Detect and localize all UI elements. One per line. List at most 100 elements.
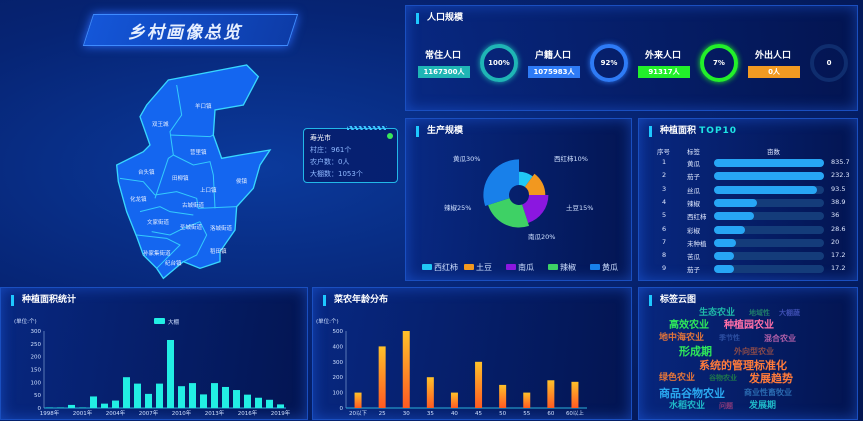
map-town-label[interactable]: 羊口镇 xyxy=(195,104,212,110)
x-tick-label: 35 xyxy=(427,411,434,417)
y-axis-unit: (单位:个) xyxy=(14,317,37,325)
map-town-label[interactable]: 化龙镇 xyxy=(130,197,147,203)
x-tick-label: 2004年 xyxy=(106,409,126,417)
row-name: 辣椒 xyxy=(687,199,700,208)
row-bar xyxy=(714,159,824,167)
map-town-label[interactable]: 营里镇 xyxy=(190,150,207,156)
row-value: 17.2 xyxy=(831,264,846,273)
map-town-label[interactable]: 纪台镇 xyxy=(165,261,182,267)
bar-2011年 xyxy=(189,383,196,408)
row-rank: 9 xyxy=(662,264,667,273)
title-text: 种植面积 xyxy=(660,126,697,136)
row-name: 彩椒 xyxy=(687,226,700,235)
tag-word[interactable]: 种植园农业 xyxy=(724,320,774,331)
row-rank: 3 xyxy=(662,184,667,193)
header-rank: 序号 xyxy=(657,148,670,156)
bar-2019年 xyxy=(277,404,284,408)
map-town-label[interactable]: 侯镇 xyxy=(236,179,248,185)
tag-word[interactable]: 发展趋势 xyxy=(749,372,793,385)
bar-40 xyxy=(450,392,458,408)
row-value: 835.7 xyxy=(831,158,850,166)
tag-word[interactable]: 商业性畜牧业 xyxy=(744,388,792,397)
bar-2012年 xyxy=(200,394,207,408)
tag-word[interactable]: 混合农业 xyxy=(764,334,796,343)
rose-sector-辣椒 xyxy=(488,198,530,228)
stat-label: 外来人口 xyxy=(644,51,681,61)
panel-title: 菜农年龄分布 xyxy=(323,295,388,306)
y-tick-label: 300 xyxy=(31,329,42,335)
tag-word[interactable]: 绿色农业 xyxy=(659,373,696,383)
map-shape[interactable] xyxy=(115,64,272,280)
tag-word[interactable]: 形成期 xyxy=(679,345,712,358)
rose-sector-西红柿 xyxy=(519,171,533,187)
map-town-label[interactable]: 稻田镇 xyxy=(210,249,227,255)
legend-label: 大棚 xyxy=(168,318,180,326)
legend-swatch xyxy=(464,264,474,270)
tag-word[interactable]: 季节性 xyxy=(719,334,740,342)
y-tick-label: 400 xyxy=(333,344,344,350)
legend-swatch xyxy=(154,318,165,324)
row-value: 36 xyxy=(831,211,840,220)
map-town-label[interactable]: 孙家集街道 xyxy=(143,251,171,257)
age-bar-chart: (单位:个) 0 100 200 300 400 500 20以下 25 30 35 40 45 50 55… xyxy=(316,317,587,417)
tag-word[interactable]: 生态农业 xyxy=(699,308,736,318)
x-tick-label: 2007年 xyxy=(139,409,159,417)
map-town-label[interactable]: 文家街道 xyxy=(147,220,170,226)
region-map[interactable] xyxy=(100,55,300,280)
row-name: 茄子 xyxy=(687,266,700,275)
tooltip-title: 寿光市 xyxy=(310,134,331,142)
x-tick-label: 30 xyxy=(403,411,410,417)
population-stat-3: 外出人口 0人 0 xyxy=(748,44,853,84)
population-panel: 人口规模 常住人口 1167300人 100% 户籍人口 1075983人 92% 外来人口… xyxy=(405,5,858,111)
tag-word[interactable]: 发展期 xyxy=(749,401,777,411)
legend-swatch xyxy=(422,264,432,270)
map-town-label[interactable]: 双王城 xyxy=(152,122,169,128)
tag-word[interactable]: 地域性 xyxy=(749,309,770,317)
tag-word[interactable]: 水稻农业 xyxy=(669,401,706,411)
row-value: 17.2 xyxy=(831,251,846,260)
y-tick-label: 200 xyxy=(333,375,344,381)
population-stat-1: 户籍人口 1075983人 92% xyxy=(528,44,633,84)
table-row: 9 茄子 17.2 xyxy=(639,262,859,275)
tag-word[interactable]: 大棚蔬 xyxy=(779,309,800,317)
map-town-label[interactable]: 田柳镇 xyxy=(172,176,189,182)
tag-word[interactable]: 外向型农业 xyxy=(734,347,774,356)
x-tick-label: 2019年 xyxy=(271,409,291,417)
x-tick-label: 55 xyxy=(523,411,530,417)
stat-ring: 100% xyxy=(480,44,518,82)
row-bar-fill xyxy=(714,198,757,207)
stat-value-badge: 0人 xyxy=(748,66,800,78)
row-value: 28.6 xyxy=(831,224,846,233)
bar-2009年 xyxy=(167,339,174,408)
map-town-label[interactable]: 圣城街道 xyxy=(180,225,203,231)
tag-word[interactable]: 高效农业 xyxy=(669,320,709,331)
tag-word[interactable]: 商品谷物农业 xyxy=(659,387,725,400)
row-bar-fill xyxy=(714,225,746,234)
row-bar-fill xyxy=(714,212,754,221)
x-tick-label: 1998年 xyxy=(40,409,60,417)
map-town-label[interactable]: 古城街道 xyxy=(182,203,205,209)
tag-word[interactable]: 问题 xyxy=(719,402,733,410)
row-rank: 2 xyxy=(662,171,667,180)
stat-value-badge: 1075983人 xyxy=(528,66,580,78)
tag-cloud-panel: 标签云图 生态农业 地域性 大棚蔬 高效农业 种植园农业 地中海农业 季节性 形成期 外向型农业… xyxy=(638,287,858,420)
row-bar-fill xyxy=(714,238,736,247)
table-row: 1 黄瓜 835.7 xyxy=(639,156,859,169)
x-tick-label: 2001年 xyxy=(73,409,93,417)
bar-1998年 xyxy=(46,407,53,408)
bar-30 xyxy=(402,331,410,408)
tooltip-decoration xyxy=(347,126,387,130)
tag-word[interactable]: 谷物农业 xyxy=(709,374,737,382)
table-row: 4 辣椒 38.9 xyxy=(639,196,859,209)
y-tick-label: 100 xyxy=(333,391,344,397)
bar-55 xyxy=(523,392,531,408)
row-bar-fill xyxy=(714,252,734,261)
map-town-label[interactable]: 上口镇 xyxy=(200,188,217,194)
row-bar xyxy=(714,225,824,234)
map-town-label[interactable]: 洛城街道 xyxy=(210,226,233,232)
x-tick-label: 60 xyxy=(547,411,554,417)
tag-word[interactable]: 地中海农业 xyxy=(659,333,705,343)
header-value: 亩数 xyxy=(767,148,780,156)
tag-word[interactable]: 系统的管理标准化 xyxy=(699,359,787,372)
map-town-label[interactable]: 台头镇 xyxy=(138,170,155,176)
